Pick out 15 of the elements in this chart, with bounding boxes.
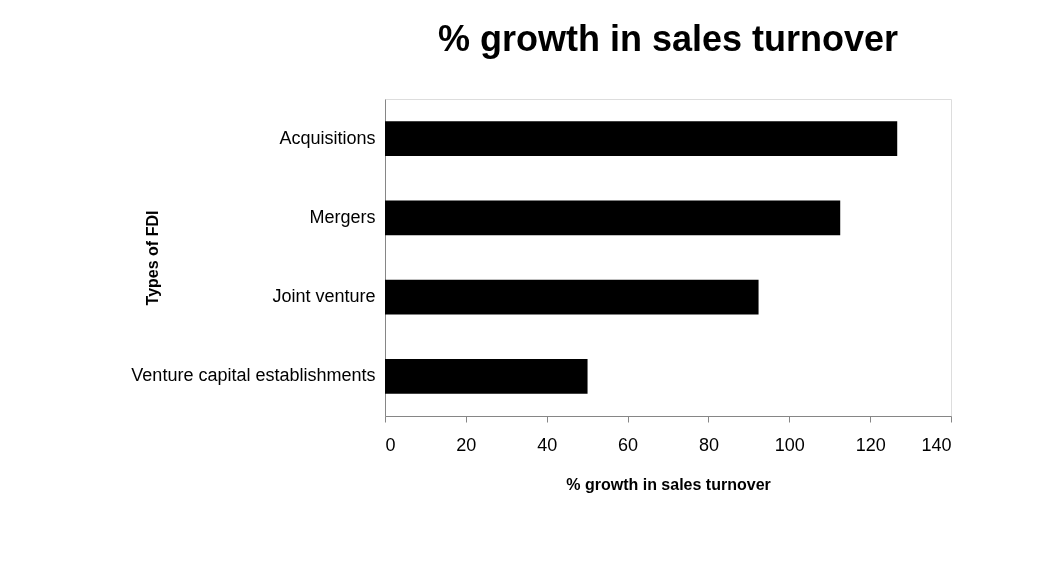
x-tick-label: 20	[456, 434, 477, 455]
y-tick-label: Mergers	[309, 206, 376, 227]
x-tick-label: 40	[537, 434, 558, 455]
x-tick-label: 80	[698, 434, 719, 455]
x-tick-label: 100	[774, 434, 805, 455]
y-tick-label: Joint venture	[272, 286, 376, 307]
y-axis-title: Types of FDI	[143, 210, 161, 306]
y-tick-label: Acquisitions	[279, 127, 376, 148]
x-tick-label: 120	[855, 434, 886, 455]
x-tick-label: 60	[618, 434, 639, 455]
x-tick-label: 0	[385, 434, 396, 455]
x-tick-label: 140	[921, 434, 952, 455]
x-axis-title: % growth in sales turnover	[566, 475, 771, 493]
chart-title: % growth in sales turnover	[437, 18, 899, 59]
y-tick-label: Venture capital establishments	[131, 365, 376, 386]
